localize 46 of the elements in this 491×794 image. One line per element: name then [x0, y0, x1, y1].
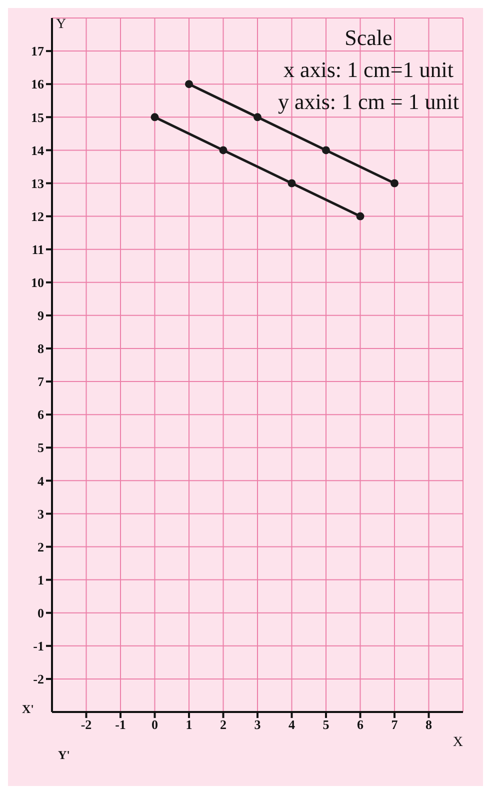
y-tick-label: 14: [31, 142, 44, 158]
x-axis-title: X: [452, 735, 463, 750]
y-tick-label: 7: [38, 374, 44, 390]
x-tick-label: -2: [80, 717, 92, 732]
y-tick-label: 3: [38, 506, 44, 522]
text: Y': [58, 748, 70, 763]
x-tick-label: -1: [115, 717, 126, 732]
annotation: y axis: 1 cm = 1 unit: [278, 88, 459, 116]
x-tick-label: 0: [152, 717, 158, 732]
point: [254, 113, 262, 122]
y-tick-label: 15: [31, 110, 44, 125]
x-tick-label: 1: [186, 717, 192, 732]
y-tick-label: -1: [33, 638, 44, 654]
y-tick-label: 6: [38, 407, 44, 422]
annotation: x axis: 1 cm=1 unit: [282, 56, 454, 84]
y-tick-label: 12: [31, 208, 44, 224]
point: [356, 212, 364, 220]
y-tick-label: 4: [38, 473, 44, 488]
y-tick-label: 5: [38, 440, 44, 456]
y-tick-label: 1: [38, 572, 44, 588]
x-tick-label: 7: [391, 717, 398, 732]
point: [288, 179, 296, 188]
y-tick-label: 13: [31, 176, 44, 191]
x-tick-label: 4: [288, 717, 296, 732]
annotation: Scale: [344, 24, 394, 52]
point: [322, 146, 330, 154]
y-tick-label: 16: [31, 76, 44, 92]
text: X': [22, 702, 34, 717]
x-tick-label: 5: [322, 717, 330, 732]
x-tick-label: 6: [357, 717, 364, 732]
y-tick-label: 11: [32, 242, 44, 257]
y-tick-label: 10: [31, 274, 44, 290]
y-tick-label: 2: [38, 539, 44, 554]
y-tick-label: 0: [38, 605, 44, 620]
x-tick-label: 2: [220, 717, 226, 732]
y-tick-label: 17: [31, 44, 44, 59]
point: [219, 146, 228, 154]
y-axis-title: Y: [56, 16, 66, 32]
y-tick-label: -2: [33, 672, 44, 687]
y-tick-label: 9: [38, 308, 44, 324]
x-tick-label: 3: [254, 717, 262, 732]
y-tick-label: 8: [38, 341, 44, 356]
x-tick-label: 8: [426, 717, 432, 732]
point: [390, 179, 398, 188]
point: [150, 113, 159, 122]
point: [185, 80, 193, 88]
